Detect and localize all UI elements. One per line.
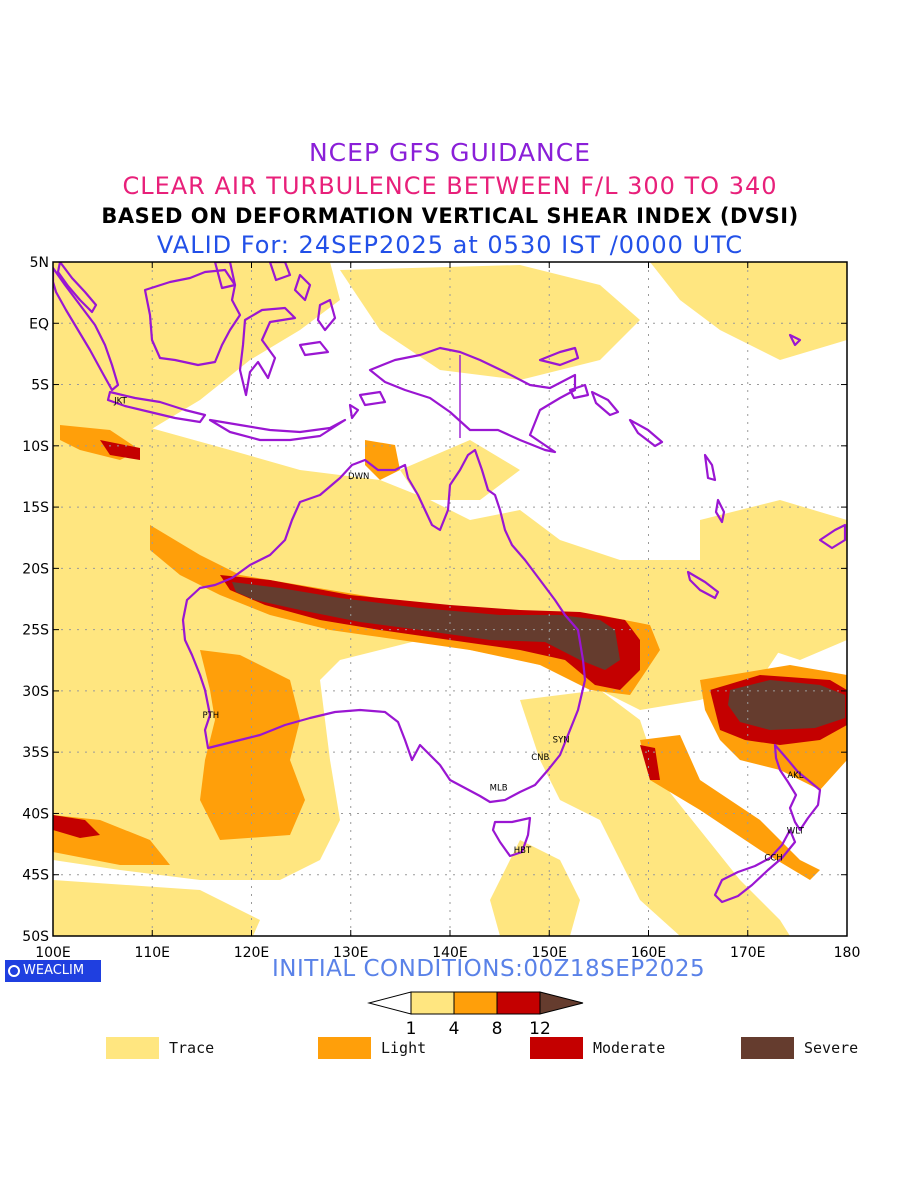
lon-label: 100E bbox=[35, 945, 71, 961]
severe-areas bbox=[232, 582, 845, 730]
station-label-syn: SYN bbox=[553, 736, 570, 746]
colorbar-severe-triangle bbox=[539, 991, 584, 1015]
station-label-cnb: CNB bbox=[531, 753, 549, 763]
station-label-mlb: MLB bbox=[490, 783, 508, 793]
tasmania-coastline bbox=[491, 816, 532, 858]
borneo-coastline bbox=[143, 268, 242, 367]
chart-subtitle: CLEAR AIR TURBULENCE BETWEEN F/L 300 TO … bbox=[122, 172, 778, 200]
station-label-wlt: WLT bbox=[787, 826, 805, 836]
lat-label: 40S bbox=[22, 806, 49, 822]
lat-label: 15S bbox=[22, 500, 49, 516]
colorbar-moderate bbox=[496, 991, 541, 1015]
lon-label: 170E bbox=[730, 945, 766, 961]
java-coastline bbox=[106, 390, 207, 424]
nz-north-island-coastline bbox=[773, 743, 822, 832]
index-description: BASED ON DEFORMATION VERTICAL SHEAR INDE… bbox=[101, 204, 799, 228]
turbulence-map: JKT DWN PTH SYN CNB MLB HBT AKL WLT CCH 5N EQ 5S 10S… bbox=[22, 255, 860, 1039]
lat-label: 20S bbox=[22, 561, 49, 577]
station-labels: JKT DWN PTH SYN CNB MLB HBT AKL WLT CCH bbox=[113, 396, 805, 863]
station-label-pth: PTH bbox=[202, 711, 219, 721]
lat-label: 25S bbox=[22, 623, 49, 639]
lat-label: 35S bbox=[22, 745, 49, 761]
nz-south-island-coastline bbox=[713, 828, 797, 904]
lon-label: 150E bbox=[531, 945, 567, 961]
station-label-dwn: DWN bbox=[348, 472, 369, 482]
station-label-jkt: JKT bbox=[113, 396, 127, 406]
chart-title: NCEP GFS GUIDANCE bbox=[308, 138, 591, 167]
lat-label: 5S bbox=[31, 378, 49, 394]
colorbar-tick-label: 8 bbox=[492, 1019, 503, 1039]
station-label-hbt: HBT bbox=[514, 846, 532, 856]
colorbar-trace bbox=[410, 991, 455, 1015]
australia-coastline bbox=[181, 448, 587, 804]
lat-label: 5N bbox=[30, 255, 49, 271]
valid-time: VALID For: 24SEP2025 at 0530 IST /0000 U… bbox=[156, 231, 744, 259]
lat-label: 50S bbox=[22, 929, 49, 945]
lon-label: 160E bbox=[631, 945, 667, 961]
legend-severe-swatch bbox=[741, 1037, 794, 1059]
logo-text: WEACLIM bbox=[23, 963, 85, 978]
colorbar-light bbox=[453, 991, 498, 1015]
lat-label: EQ bbox=[29, 316, 49, 332]
new-guinea-coastline bbox=[368, 346, 577, 454]
legend-trace-swatch bbox=[106, 1037, 159, 1059]
lon-label: 130E bbox=[333, 945, 369, 961]
colorbar-tick-label: 1 bbox=[406, 1019, 417, 1039]
legend-trace-label: Trace bbox=[169, 1039, 215, 1057]
station-label-cch: CCH bbox=[764, 853, 782, 863]
new-caledonia-coastline bbox=[686, 570, 720, 600]
legend-light-swatch bbox=[318, 1037, 371, 1059]
colorbar-below-triangle bbox=[367, 991, 412, 1015]
coastlines bbox=[53, 262, 847, 904]
lon-label: 140E bbox=[432, 945, 468, 961]
map-gridlines bbox=[53, 262, 847, 936]
sulawesi-coastline bbox=[238, 306, 297, 397]
sumatra-coastline bbox=[53, 266, 120, 392]
colorbar-tick-label: 4 bbox=[449, 1019, 460, 1039]
lat-label: 30S bbox=[22, 684, 49, 700]
weaclim-logo: WEACLIM bbox=[5, 960, 101, 982]
lon-label: 110E bbox=[134, 945, 170, 961]
logo-ring-icon bbox=[8, 965, 20, 977]
legend-moderate-swatch bbox=[530, 1037, 583, 1059]
colorbar: 1 4 8 12 bbox=[367, 991, 584, 1039]
lon-label: 120E bbox=[234, 945, 270, 961]
lat-label: 10S bbox=[22, 439, 49, 455]
legend-moderate-label: Moderate bbox=[593, 1039, 666, 1057]
lat-label: 45S bbox=[22, 868, 49, 884]
legend-light-label: Light bbox=[381, 1039, 427, 1057]
legend-severe-label: Severe bbox=[804, 1039, 859, 1057]
colorbar-tick-label: 12 bbox=[529, 1019, 551, 1039]
initial-conditions: INITIAL CONDITIONS:00Z18SEP2025 bbox=[272, 956, 706, 982]
station-label-akl: AKL bbox=[787, 771, 803, 781]
lon-label: 180 bbox=[834, 945, 861, 961]
